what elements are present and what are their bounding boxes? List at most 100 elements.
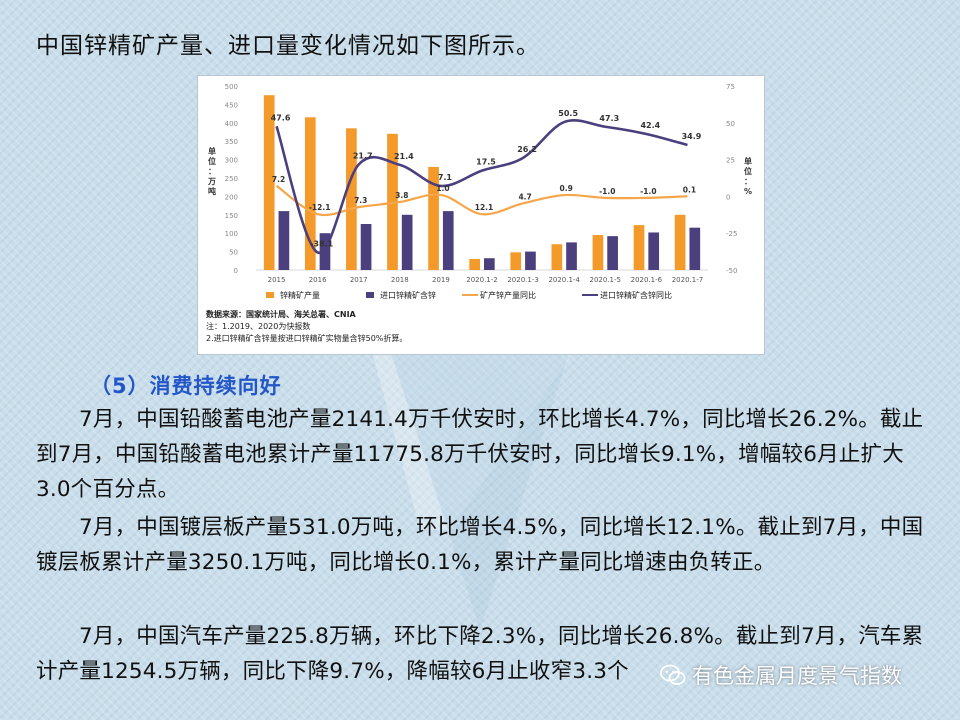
left-tick-label: 250 xyxy=(225,175,238,183)
right-axis-label-char: 位 xyxy=(744,166,752,176)
data-label-mine-yoy: -1.0 xyxy=(599,187,615,196)
category-label: 2016 xyxy=(309,276,327,284)
data-label-mine-yoy: -12.1 xyxy=(309,203,331,212)
wechat-icon xyxy=(660,664,686,685)
data-label-import-yoy: 21.4 xyxy=(394,152,414,161)
data-label-import-yoy: 47.3 xyxy=(599,114,619,123)
line-mine-zinc-yoy xyxy=(275,184,688,217)
right-axis-label-char: % xyxy=(744,187,752,196)
data-label-import-yoy: 42.4 xyxy=(640,121,660,130)
bar-zinc-concentrate-output xyxy=(592,235,604,270)
legend-swatch xyxy=(266,292,274,298)
category-label: 2017 xyxy=(350,276,368,284)
right-tick-label: -25 xyxy=(726,230,737,238)
bar-zinc-concentrate-output xyxy=(551,244,563,270)
data-label-import-yoy: 47.6 xyxy=(271,113,291,122)
data-label-mine-yoy: 4.7 xyxy=(518,192,531,201)
data-label-import-yoy: 7.1 xyxy=(438,173,453,182)
data-label-mine-yoy: 7.3 xyxy=(354,196,367,205)
legend-label: 矿产锌产量同比 xyxy=(480,290,536,300)
bar-imported-zinc-content xyxy=(525,251,536,270)
data-label-mine-yoy: 1.0 xyxy=(436,184,449,193)
section-title: （5）消费持续向好 xyxy=(90,374,282,398)
right-tick-label: -50 xyxy=(726,267,737,275)
paragraph-coated-plate: 7月，中国镀层板产量531.0万吨，环比增长4.5%，同比增长12.1%。截止到… xyxy=(36,515,924,575)
data-label-import-yoy: 34.9 xyxy=(682,132,702,141)
bar-imported-zinc-content xyxy=(360,224,372,270)
left-tick-label: 150 xyxy=(225,212,238,220)
left-tick-label: 500 xyxy=(225,83,238,91)
left-tick-label: 200 xyxy=(225,193,238,201)
data-label-import-yoy: 50.5 xyxy=(558,109,578,118)
legend-label: 锌精矿产量 xyxy=(280,290,320,300)
legend-swatch xyxy=(366,292,374,298)
chart-note: 注：1.2019、2020为快报数 xyxy=(206,321,310,331)
category-label: 2020.1-4 xyxy=(548,276,580,284)
bar-imported-zinc-content xyxy=(607,236,618,270)
bar-zinc-concentrate-output xyxy=(304,117,316,270)
bar-zinc-concentrate-output xyxy=(674,214,686,270)
brand-watermark: 有色金属月度景气指数 xyxy=(660,660,902,690)
zinc-chart: 0 50 100 150 200 250 300 350 400 450 500 -50 -25 0 25 5… xyxy=(206,83,752,343)
bar-imported-zinc-content xyxy=(648,232,660,270)
bar-zinc-concentrate-output xyxy=(428,166,439,270)
data-label-import-yoy: 26.2 xyxy=(517,145,537,154)
data-label-mine-yoy: 12.1 xyxy=(475,203,494,212)
data-label-mine-yoy: -1.0 xyxy=(640,187,656,196)
bar-imported-zinc-content xyxy=(484,258,495,270)
bar-zinc-concentrate-output xyxy=(633,225,645,270)
legend-label: 进口锌精矿含锌 xyxy=(380,290,436,300)
data-label-import-yoy: -38.1 xyxy=(310,239,333,248)
bar-zinc-concentrate-output xyxy=(263,95,275,270)
chart-figure: 0 50 100 150 200 250 300 350 400 450 500 -50 -25 0 25 5… xyxy=(197,75,765,355)
left-axis-label-char: 单 xyxy=(208,146,216,156)
category-label: 2020.1-2 xyxy=(466,276,497,284)
chart-note: 数据来源：国家统计局、海关总署、CNIA xyxy=(206,309,357,319)
category-label: 2019 xyxy=(432,276,450,284)
category-label: 2020.1-7 xyxy=(672,276,703,284)
bar-zinc-concentrate-output xyxy=(510,252,522,270)
data-label-mine-yoy: 0.1 xyxy=(683,185,696,194)
left-axis-label-char: 万 xyxy=(207,177,216,186)
bar-imported-zinc-content xyxy=(442,211,454,270)
left-axis-label-char: 吨 xyxy=(208,186,216,196)
bar-imported-zinc-content xyxy=(689,227,701,270)
bar-imported-zinc-content xyxy=(319,233,331,270)
bar-zinc-concentrate-output xyxy=(469,258,480,270)
bar-imported-zinc-content xyxy=(401,214,413,270)
category-label: 2018 xyxy=(391,276,409,284)
paragraph-auto: 7月，中国汽车产量225.8万辆，环比下降2.3%，同比增长26.8%。截止到7… xyxy=(36,624,924,684)
right-tick-label: 0 xyxy=(726,193,730,201)
data-label-mine-yoy: 3.8 xyxy=(395,191,408,200)
right-axis-label-char: 单 xyxy=(744,156,752,166)
left-axis-label-char: 位 xyxy=(208,156,216,166)
left-tick-label: 300 xyxy=(225,157,238,165)
left-tick-label: 350 xyxy=(225,138,238,146)
category-label: 2020.1-3 xyxy=(507,276,538,284)
left-tick-label: 0 xyxy=(234,267,238,275)
category-label: 2020.1-5 xyxy=(590,276,621,284)
left-tick-label: 400 xyxy=(225,120,238,128)
bar-imported-zinc-content xyxy=(566,242,577,270)
right-tick-label: 50 xyxy=(726,120,735,128)
category-label: 2020.1-6 xyxy=(631,276,663,284)
data-label-import-yoy: 21.7 xyxy=(353,151,373,160)
left-tick-label: 450 xyxy=(225,101,238,109)
legend-label: 进口锌精矿含锌同比 xyxy=(600,290,672,300)
chart-note: 2.进口锌精矿含锌量按进口锌精矿实物量含锌50%折算。 xyxy=(206,333,407,343)
brand-text: 有色金属月度景气指数 xyxy=(692,664,902,688)
intro-text: 中国锌精矿产量、进口量变化情况如下图所示。 xyxy=(36,33,540,59)
data-label-import-yoy: 17.5 xyxy=(476,158,496,167)
right-tick-label: 75 xyxy=(726,83,735,91)
left-tick-label: 50 xyxy=(229,249,238,257)
right-axis-label-char: ： xyxy=(744,177,752,186)
left-axis-label-char: ： xyxy=(208,167,216,176)
right-tick-label: 25 xyxy=(726,157,735,165)
left-tick-label: 100 xyxy=(225,230,238,238)
bar-imported-zinc-content xyxy=(278,211,290,270)
bar-zinc-concentrate-output xyxy=(346,128,357,270)
line-imported-zinc-yoy xyxy=(275,119,688,254)
category-label: 2015 xyxy=(268,276,286,284)
paragraph-battery: 7月，中国铅酸蓄电池产量2141.4万千伏安时，环比增长4.7%，同比增长26.… xyxy=(36,407,924,502)
data-label-mine-yoy: 0.9 xyxy=(560,184,573,193)
